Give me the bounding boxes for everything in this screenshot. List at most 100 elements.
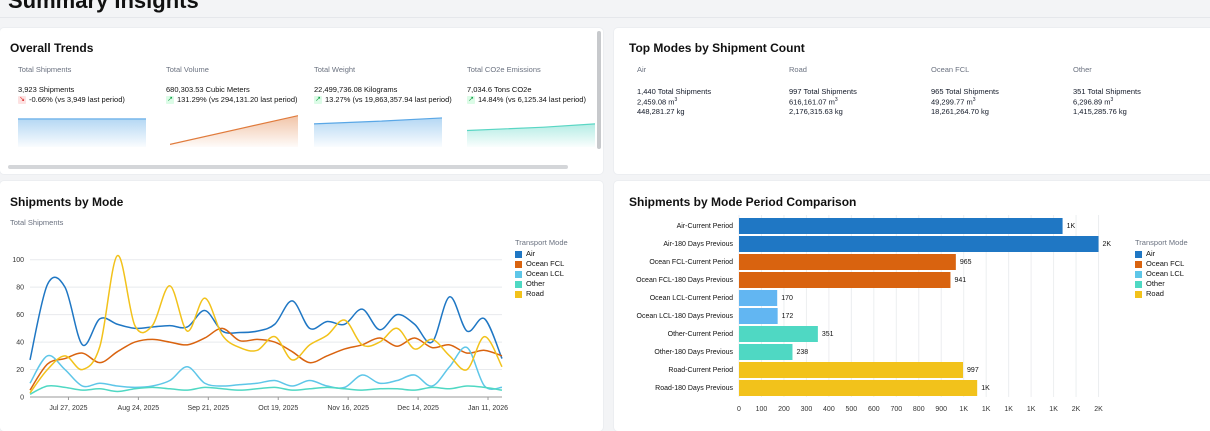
x-tick-label: Jan 11, 2026	[468, 405, 508, 412]
legend-title: Transport Mode	[1135, 238, 1188, 247]
mode-volume-text: 616,161.07 m	[789, 97, 835, 107]
top-modes-title: Top Modes by Shipment Count	[629, 41, 805, 55]
series-line-air[interactable]	[29, 276, 503, 361]
legend-swatch	[1135, 260, 1142, 268]
mode-road: Road 997 Total Shipments 616,161.07 m3 2,17…	[789, 65, 857, 117]
metric-label: Total Weight	[314, 65, 356, 74]
series-line-other[interactable]	[29, 384, 503, 395]
legend-item-ocean-fcl[interactable]: Ocean FCL	[1135, 259, 1188, 269]
legend-label: Ocean FCL	[526, 259, 565, 268]
bar-category-label: Road-180 Days Previous	[655, 385, 733, 392]
legend-label: Air	[526, 249, 536, 258]
x-tick-label: 1K	[982, 406, 991, 413]
metric-3: Total CO2e Emissions 7,034.6 Tons CO2e ↗ 14…	[467, 65, 586, 105]
legend-item-other[interactable]: Other	[1135, 279, 1188, 289]
bar-value-label: 1K	[981, 385, 990, 392]
bar[interactable]	[739, 362, 964, 378]
x-tick-label: 0	[737, 406, 741, 413]
mode-label: Other	[1073, 65, 1092, 74]
metric-sparkline	[314, 117, 442, 147]
horizontal-scrollbar[interactable]	[8, 165, 568, 169]
bar[interactable]	[739, 290, 778, 306]
legend-item-other[interactable]: Other	[515, 279, 568, 289]
legend-swatch	[1135, 270, 1142, 278]
metric-change: ↗ 13.27% (vs 19,863,357.94 last period)	[314, 95, 452, 105]
metric-sparkline	[467, 123, 595, 147]
metric-change: ↗ 14.84% (vs 6,125.34 last period)	[467, 95, 586, 105]
x-tick-label: Sep 21, 2025	[187, 405, 229, 412]
legend-item-ocean-lcl[interactable]: Ocean LCL	[1135, 269, 1188, 279]
overall-trends-title: Overall Trends	[10, 41, 94, 55]
page-title: Summary Insights	[8, 0, 199, 13]
x-tick-label: Nov 16, 2025	[327, 405, 369, 412]
trend-up-icon: ↗	[166, 96, 174, 104]
bar[interactable]	[739, 272, 951, 288]
mode-label: Road	[789, 65, 807, 74]
x-tick-label: 2K	[1072, 406, 1081, 413]
bar[interactable]	[739, 308, 778, 324]
y-tick-label: 20	[16, 367, 24, 374]
bar-value-label: 1K	[1067, 223, 1076, 230]
mode-volume: 2,459.08 m3	[637, 96, 711, 107]
metric-change: ↗ 131.29% (vs 294,131.20 last period)	[166, 95, 298, 105]
overall-trends-card: Overall Trends	[0, 28, 603, 174]
mode-volume-unit: 3	[674, 97, 678, 103]
legend-swatch	[515, 260, 522, 268]
legend-label: Ocean LCL	[526, 269, 564, 278]
bar[interactable]	[739, 326, 818, 342]
legend-label: Road	[1146, 289, 1164, 298]
trend-down-icon: ↘	[18, 96, 26, 104]
bar-category-label: Air-Current Period	[677, 223, 734, 230]
mode-weight: 448,281.27 kg	[637, 107, 685, 116]
legend-item-road[interactable]: Road	[515, 289, 568, 299]
y-tick-label: 0	[20, 395, 24, 402]
bar[interactable]	[739, 254, 956, 270]
x-tick-label: 700	[890, 406, 902, 413]
metric-label: Total Shipments	[18, 65, 72, 74]
mode-volume: 6,296.89 m3	[1073, 96, 1141, 107]
legend-swatch	[515, 250, 522, 258]
shipments-by-mode-title: Shipments by Mode	[10, 195, 124, 209]
bar[interactable]	[739, 236, 1099, 252]
bar-value-label: 941	[954, 277, 966, 284]
bar-value-label: 965	[960, 259, 972, 266]
trend-up-icon: ↗	[314, 96, 322, 104]
mode-ocean-fcl: Ocean FCL 965 Total Shipments 49,299.77 m3…	[931, 65, 999, 117]
bar-category-label: Ocean LCL-Current Period	[650, 295, 733, 302]
bar[interactable]	[739, 380, 978, 396]
legend-item-ocean-fcl[interactable]: Ocean FCL	[515, 259, 568, 269]
mode-volume-text: 49,299.77 m	[931, 97, 973, 107]
series-line-ocean-lcl[interactable]	[29, 346, 503, 391]
x-tick-label: 600	[868, 406, 880, 413]
mode-air: Air 1,440 Total Shipments 2,459.08 m3 448,2…	[637, 65, 711, 117]
x-tick-label: 1K	[1027, 406, 1036, 413]
vertical-scrollbar[interactable]	[597, 31, 601, 149]
legend-item-air[interactable]: Air	[1135, 249, 1188, 259]
bar-category-label: Ocean LCL-180 Days Previous	[637, 313, 734, 320]
x-tick-label: 900	[935, 406, 947, 413]
series-line-road[interactable]	[29, 254, 503, 394]
metric-change-text: 14.84% (vs 6,125.34 last period)	[478, 95, 586, 104]
metric-value: 3,923 Shipments	[18, 85, 75, 94]
metric-change-text: 13.27% (vs 19,863,357.94 last period)	[325, 95, 452, 104]
x-tick-label: Jul 27, 2025	[49, 405, 87, 412]
legend-item-ocean-lcl[interactable]: Ocean LCL	[515, 269, 568, 279]
series-line-ocean-fcl[interactable]	[29, 327, 503, 391]
x-tick-label: Oct 19, 2025	[258, 405, 298, 412]
legend-item-air[interactable]: Air	[515, 249, 568, 259]
mode-weight: 1,415,285.76 kg	[1073, 107, 1127, 116]
bar-category-label: Road-Current Period	[668, 367, 733, 374]
metric-label: Total CO2e Emissions	[467, 65, 541, 74]
legend-swatch	[515, 270, 522, 278]
period-comparison-title: Shipments by Mode Period Comparison	[629, 195, 857, 209]
mode-shipments: 1,440 Total Shipments	[637, 86, 712, 96]
mode-volume-unit: 3	[972, 97, 976, 103]
period-bar-chart: 0 100 200 300 400 500 600 700 800 900 1K 1K 1K 1K 1K 2K…	[636, 215, 1111, 413]
x-tick-label: 400	[823, 406, 835, 413]
bar[interactable]	[739, 218, 1063, 234]
legend-item-road[interactable]: Road	[1135, 289, 1188, 299]
bar[interactable]	[739, 344, 793, 360]
legend-label: Other	[1146, 279, 1165, 288]
mode-shipments: 997 Total Shipments	[789, 86, 857, 96]
x-tick-label: 2K	[1094, 406, 1103, 413]
